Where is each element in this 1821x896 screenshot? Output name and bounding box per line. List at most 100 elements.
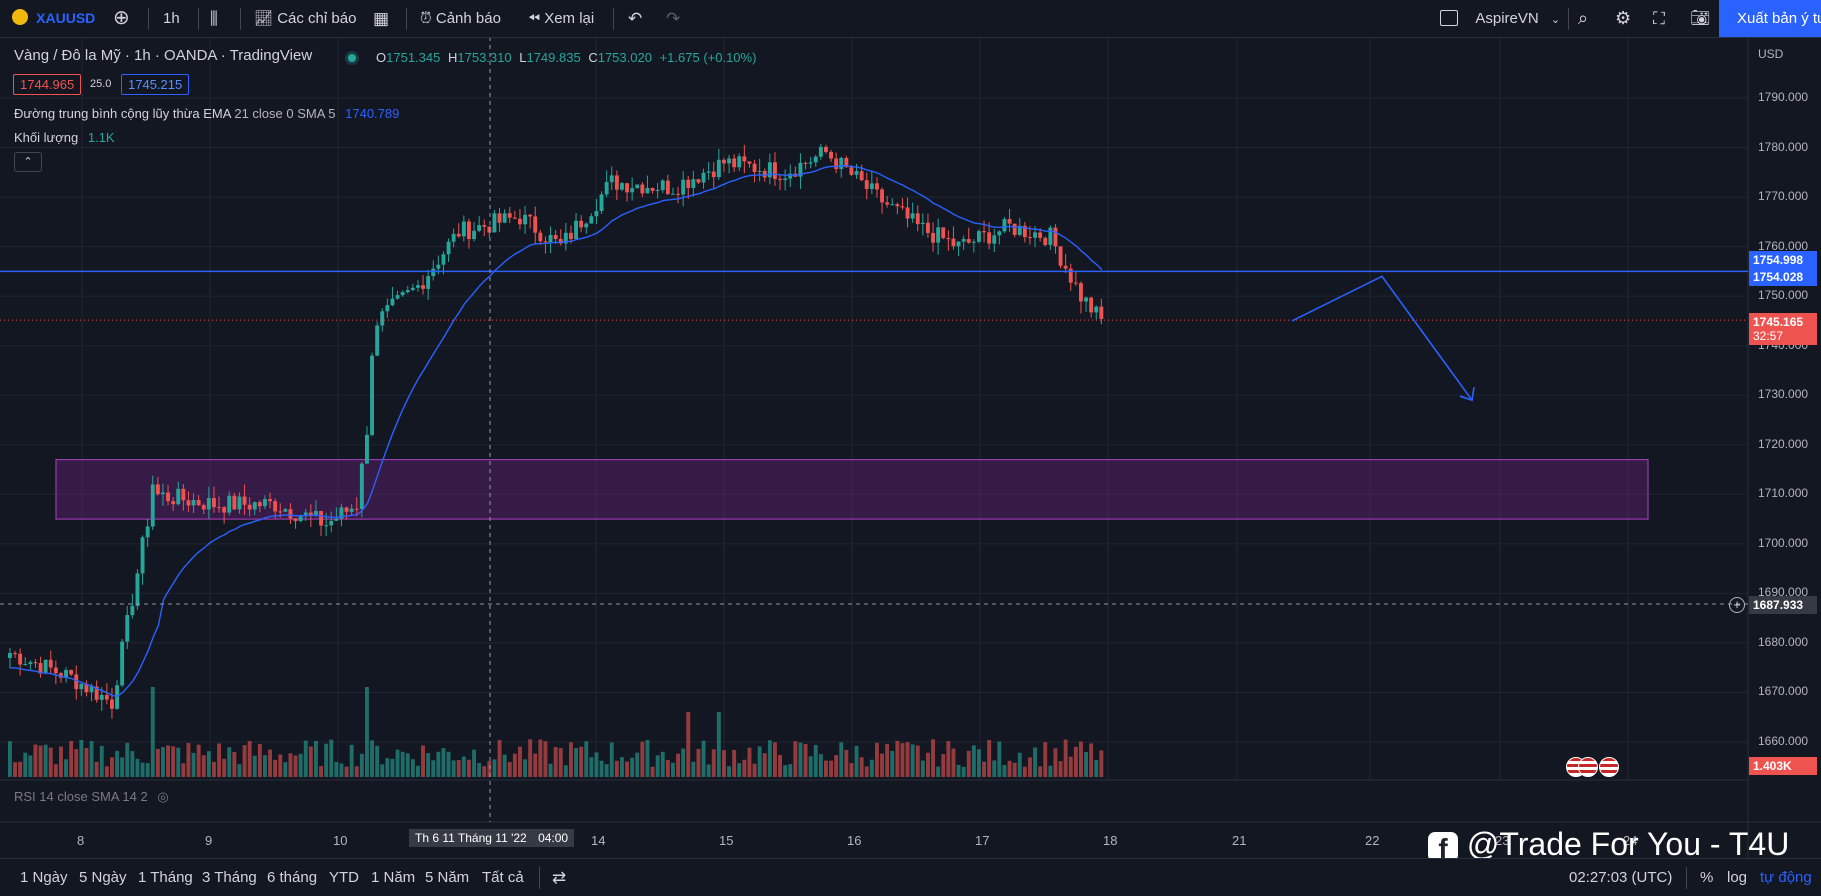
volume-bar bbox=[171, 746, 176, 777]
candle-body bbox=[829, 151, 833, 159]
rsi-legend[interactable]: RSI 14 close SMA 14 2 ◎ bbox=[14, 789, 169, 805]
range-button[interactable]: 1 Tháng bbox=[138, 869, 193, 886]
add-plus-icon[interactable]: + bbox=[1729, 597, 1745, 613]
range-button[interactable]: 1 Năm bbox=[371, 869, 416, 886]
volume-bar bbox=[762, 753, 767, 777]
volume-bar bbox=[1002, 765, 1007, 777]
candle-body bbox=[1063, 265, 1068, 269]
candle-body bbox=[171, 501, 176, 505]
publish-idea-button[interactable]: Xuất bản ý tư bbox=[1719, 0, 1821, 37]
volume-bar bbox=[523, 759, 527, 777]
range-button[interactable]: 5 Năm bbox=[425, 869, 470, 886]
ema-legend[interactable]: Đường trung bình cộng lũy thừa EMA 21 cl… bbox=[14, 106, 399, 121]
volume-bar bbox=[436, 751, 441, 777]
candle-body bbox=[395, 295, 400, 299]
log-toggle[interactable]: log bbox=[1727, 869, 1748, 886]
candle-body bbox=[1007, 219, 1012, 224]
candle-body bbox=[278, 511, 283, 513]
volume-bar bbox=[370, 740, 374, 777]
layout-button[interactable]: AspireVN ⌄ bbox=[1440, 0, 1560, 37]
candle-body bbox=[956, 241, 961, 247]
buy-button[interactable]: 1745.215 bbox=[121, 74, 190, 95]
candle-body bbox=[176, 488, 181, 505]
candle-body bbox=[660, 180, 665, 190]
interval-button[interactable]: 1h bbox=[163, 10, 180, 27]
collapse-legend-button[interactable]: ⌃ bbox=[14, 152, 42, 172]
volume-bar bbox=[620, 757, 624, 777]
range-button[interactable]: 1 Ngày bbox=[20, 869, 68, 886]
candle-body bbox=[507, 213, 512, 218]
candle-body bbox=[620, 183, 624, 190]
indicators-button[interactable]: 📈︎ Các chỉ báo bbox=[254, 0, 356, 37]
volume-bar bbox=[451, 760, 456, 777]
layout-grid-icon[interactable]: ▦ bbox=[373, 9, 390, 28]
search-icon[interactable]: ⌕ bbox=[1578, 8, 1589, 28]
volume-bar bbox=[1017, 752, 1022, 777]
volume-bar bbox=[905, 742, 910, 777]
gear-icon[interactable]: ⚙︎ bbox=[1615, 8, 1632, 28]
compare-add-icon[interactable]: ⊕ bbox=[113, 7, 130, 29]
last-price-value: 1745.165 bbox=[1753, 315, 1804, 329]
candle-body bbox=[283, 509, 288, 512]
candle-body bbox=[742, 156, 747, 162]
candle-body bbox=[268, 499, 272, 502]
time-tick-label: 24 bbox=[1623, 833, 1638, 848]
volume-bar bbox=[1048, 765, 1053, 777]
volume-bar bbox=[625, 761, 629, 777]
undo-icon[interactable]: ↶ bbox=[628, 9, 643, 28]
camera-icon[interactable]: 📷︎ bbox=[1690, 10, 1711, 27]
time-tick-label: 10 bbox=[333, 833, 348, 848]
sell-button[interactable]: 1744.965 bbox=[13, 74, 82, 95]
currency-label[interactable]: USD bbox=[1758, 47, 1784, 61]
volume-bar bbox=[599, 760, 604, 777]
range-button[interactable]: 5 Ngày bbox=[79, 869, 127, 886]
range-button[interactable]: Tất cả bbox=[482, 869, 524, 886]
volume-bar bbox=[655, 755, 660, 777]
alert-button[interactable]: ⏰︎ Cảnh báo bbox=[420, 0, 501, 37]
date-range-calendar-icon[interactable]: ⇄ bbox=[552, 868, 567, 887]
volume-bar bbox=[79, 739, 84, 777]
price-tick-label: 1730.000 bbox=[1758, 387, 1809, 402]
utc-clock[interactable]: 02:27:03 (UTC) bbox=[1569, 869, 1673, 886]
percent-toggle[interactable]: % bbox=[1700, 869, 1714, 886]
volume-bar bbox=[278, 754, 283, 777]
projection-arrowhead bbox=[1459, 387, 1475, 402]
redo-icon[interactable]: ↷ bbox=[666, 9, 681, 28]
volume-bar bbox=[161, 747, 165, 777]
volume-bar bbox=[528, 739, 533, 777]
volume-bar bbox=[890, 750, 895, 777]
volume-bar bbox=[441, 748, 446, 777]
us-flag-icon[interactable] bbox=[1578, 757, 1598, 777]
candle-body bbox=[242, 496, 247, 505]
volume-bar bbox=[84, 748, 89, 777]
volume-bar bbox=[936, 766, 941, 777]
volume-bar bbox=[875, 742, 879, 777]
symbol-search[interactable]: XAUUSD bbox=[12, 0, 95, 37]
fullscreen-icon[interactable]: ⛶ bbox=[1653, 9, 1665, 28]
range-button[interactable]: 6 tháng bbox=[267, 869, 318, 886]
volume-bar bbox=[191, 752, 196, 777]
candle-body bbox=[1094, 306, 1099, 313]
candle-body bbox=[69, 669, 74, 675]
candle-type-icon[interactable]: ⫼ bbox=[210, 9, 218, 28]
candle-body bbox=[431, 268, 436, 277]
volume-bar bbox=[997, 741, 1002, 777]
volume-bar bbox=[778, 754, 782, 777]
candle-body bbox=[609, 175, 614, 183]
volume-bar bbox=[594, 752, 599, 777]
candle-body bbox=[74, 674, 79, 690]
candle-body bbox=[298, 515, 303, 522]
range-button[interactable]: 3 Tháng bbox=[202, 869, 257, 886]
candle-body bbox=[273, 501, 278, 512]
volume-legend[interactable]: Khối lượng 1.1K bbox=[14, 130, 115, 145]
candle-body bbox=[370, 355, 374, 435]
candle-body bbox=[48, 659, 53, 668]
range-button[interactable]: YTD bbox=[329, 869, 359, 886]
replay-button[interactable]: ⏪︎ Xem lại bbox=[528, 0, 594, 37]
candle-body bbox=[1038, 232, 1043, 238]
auto-scale-toggle[interactable]: tự động bbox=[1760, 869, 1812, 886]
volume-bar bbox=[232, 751, 237, 777]
us-flag-icon[interactable] bbox=[1599, 757, 1619, 777]
eye-off-icon[interactable]: ◎ bbox=[157, 789, 169, 804]
